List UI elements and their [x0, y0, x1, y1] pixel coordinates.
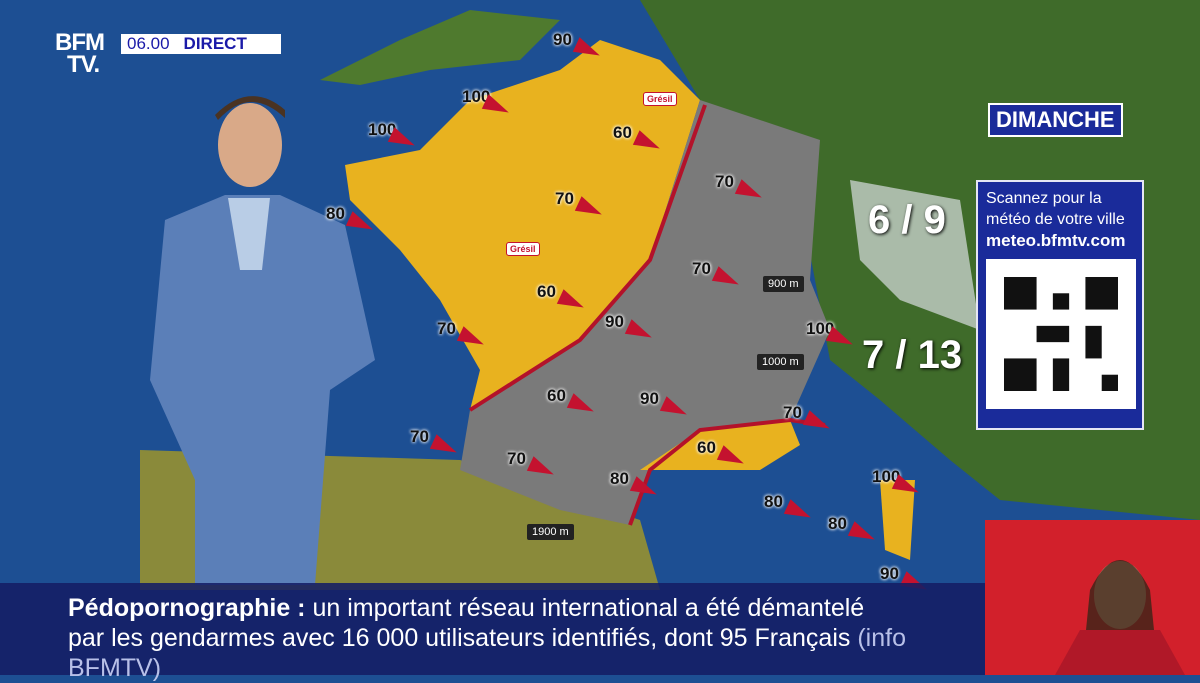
sun-cloud-zone — [345, 40, 700, 410]
forecast-day-label: DIMANCHE — [988, 103, 1123, 137]
wind-gust-label: 70 — [410, 427, 429, 446]
wind-gust-label: 90 — [553, 30, 572, 49]
wind-gust-label: 60 — [613, 123, 632, 142]
ticker-line2: par les gendarmes avec 16 000 utilisateu… — [68, 624, 851, 652]
wind-gust-label: 90 — [880, 564, 899, 583]
wind-gust-label: 90 — [640, 389, 659, 408]
wind-gust-label: 60 — [547, 386, 566, 405]
precip-label: Grésil — [643, 92, 677, 106]
qr-panel: Scannez pour la météo de votre ville met… — [976, 180, 1144, 430]
wind-gust-label: 80 — [610, 469, 629, 488]
qr-code-icon — [986, 259, 1136, 409]
temperature-label: 6 / 9 — [868, 198, 946, 242]
wind-gust-label: 70 — [692, 259, 711, 278]
mountain-altitude-label: 900 m — [763, 276, 804, 292]
wind-gust-label: 100 — [806, 319, 835, 338]
ticker-headline: Pédopornographie : — [68, 594, 306, 622]
wind-gust-label: 60 — [537, 282, 556, 301]
wind-gust-label: 70 — [437, 319, 456, 338]
corsica — [880, 480, 915, 560]
wind-gust-label: 70 — [555, 189, 574, 208]
wind-gust-label: 80 — [764, 492, 783, 511]
presenter — [150, 96, 375, 585]
presenter-inset-video — [985, 520, 1200, 675]
clock-time: 06.00 — [127, 34, 170, 53]
wind-gust-label: 80 — [326, 204, 345, 223]
wind-gust-label: 70 — [783, 403, 802, 422]
live-label: DIRECT — [183, 34, 247, 53]
mediterranean-sun-zone — [640, 420, 800, 470]
qr-panel-text: météo de votre ville — [986, 211, 1125, 228]
wind-gust-label: 80 — [828, 514, 847, 533]
uk-landmass — [320, 10, 560, 85]
wind-gust-label: 100 — [872, 467, 901, 486]
wind-gust-label: 70 — [715, 172, 734, 191]
temperature-label: 7 / 13 — [862, 333, 963, 377]
wind-gust-label: 60 — [697, 438, 716, 457]
wind-gust-label: 100 — [368, 120, 397, 139]
bfmtv-logo: BFM TV. — [55, 29, 105, 78]
news-ticker: Pédopornographie : un important réseau i… — [0, 583, 985, 682]
wind-gust-label: 70 — [507, 449, 526, 468]
mountain-altitude-label: 1000 m — [757, 354, 804, 370]
qr-panel-text: Scannez pour la — [986, 190, 1102, 207]
wind-gust-label: 100 — [462, 87, 491, 106]
ticker-line1: un important réseau international a été … — [312, 594, 865, 622]
rain-zone — [460, 100, 830, 525]
alps-snow — [850, 180, 980, 330]
live-time-badge: 06.00 DIRECT — [121, 34, 281, 54]
wind-gust-label: 90 — [605, 312, 624, 331]
qr-panel-url: meteo.bfmtv.com — [986, 231, 1126, 250]
weather-front-south — [628, 417, 826, 526]
mountain-altitude-label: 1900 m — [527, 524, 574, 540]
weather-front — [468, 104, 707, 412]
precip-label: Grésil — [506, 242, 540, 256]
